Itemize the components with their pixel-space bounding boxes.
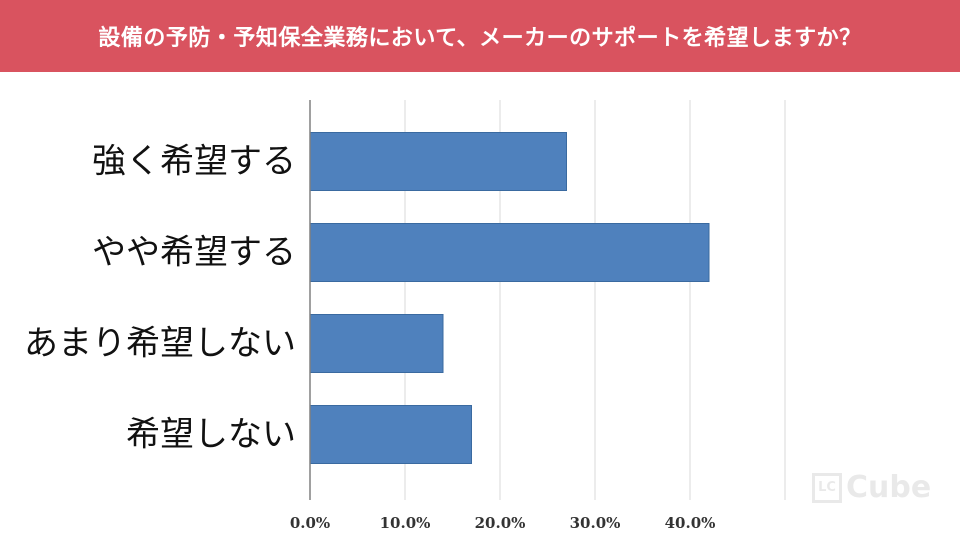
tick-label: 40.0% bbox=[665, 514, 716, 532]
category-label: やや希望する bbox=[92, 233, 296, 273]
category-label: 強く希望する bbox=[92, 142, 296, 182]
category-label: あまり希望しない bbox=[24, 324, 296, 364]
logo-text: Cube bbox=[846, 470, 932, 505]
tick-label: 20.0% bbox=[475, 514, 526, 532]
tick-label: 30.0% bbox=[570, 514, 621, 532]
cube-logo-watermark: LC Cube bbox=[812, 470, 931, 505]
category-label: 希望しない bbox=[126, 415, 296, 455]
page-title: 設備の予防・予知保全業務において、メーカーのサポートを希望しますか？ bbox=[98, 26, 862, 51]
logo-box-icon: LC bbox=[812, 472, 842, 503]
bar bbox=[309, 314, 444, 373]
bar bbox=[309, 132, 567, 191]
tick-labels: 0.0% 10.0% 20.0% 30.0% 40.0% bbox=[290, 514, 716, 532]
tick-label: 10.0% bbox=[380, 514, 431, 532]
bar bbox=[309, 405, 472, 464]
bars bbox=[309, 132, 710, 464]
title-bar: 設備の予防・予知保全業務において、メーカーのサポートを希望しますか？ bbox=[0, 0, 960, 72]
tick-label: 0.0% bbox=[290, 514, 330, 532]
bar bbox=[309, 223, 710, 282]
